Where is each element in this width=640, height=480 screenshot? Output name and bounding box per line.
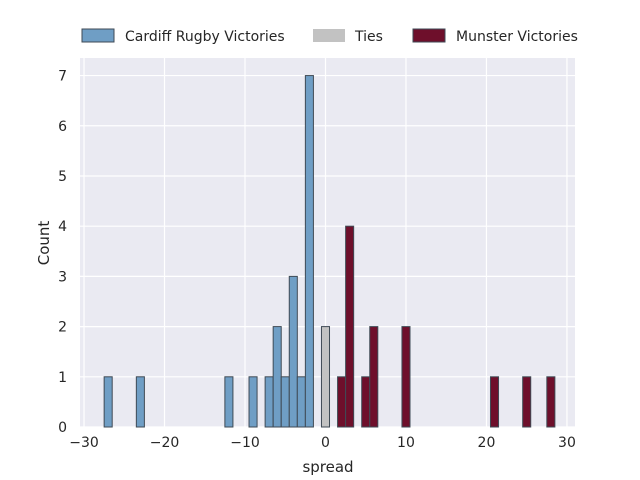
histogram-bar — [135, 376, 145, 428]
histogram-bar — [369, 326, 379, 428]
y-tick-label: 3 — [58, 269, 67, 285]
histogram-bar — [288, 275, 298, 428]
y-tick-label: 6 — [58, 119, 67, 135]
histogram-bar — [248, 376, 258, 428]
x-tick-labels: −30 −20 −10 0 10 20 30 — [69, 435, 576, 451]
y-tick-labels: 0 1 2 3 4 5 6 7 — [58, 69, 67, 436]
y-tick-label: 4 — [58, 219, 67, 235]
y-tick-label: 5 — [58, 169, 67, 185]
histogram-bar — [296, 376, 306, 428]
y-tick-label: 1 — [58, 370, 67, 386]
y-tick-label: 0 — [58, 420, 67, 436]
histogram-bar — [337, 376, 347, 428]
histogram-bar — [361, 376, 371, 428]
histogram-bar — [320, 326, 331, 428]
x-axis-label: spread — [302, 458, 353, 476]
y-axis-label: Count — [35, 221, 53, 266]
x-tick-label: 30 — [558, 435, 576, 451]
histogram-bars — [103, 75, 556, 428]
histogram-bar — [103, 376, 113, 428]
x-tick-label: 20 — [478, 435, 496, 451]
histogram-bar — [264, 376, 274, 428]
histogram-bar — [401, 326, 411, 428]
histogram-bar — [345, 225, 355, 428]
histogram-bar — [546, 376, 556, 428]
histogram-bar — [489, 376, 500, 428]
legend-swatch — [412, 28, 446, 43]
legend-label: Ties — [354, 29, 383, 45]
histogram-bar — [224, 376, 234, 428]
legend-label: Munster Victories — [456, 29, 578, 45]
histogram-bar — [522, 376, 532, 428]
x-tick-label: 10 — [397, 435, 415, 451]
x-tick-label: −30 — [69, 435, 99, 451]
legend-swatch — [313, 29, 345, 42]
y-tick-label: 7 — [58, 69, 67, 85]
legend-swatch — [81, 28, 115, 43]
legend: Cardiff Rugby Victories Ties Munster Victo… — [81, 28, 578, 45]
y-tick-label: 2 — [58, 320, 67, 336]
histogram-bar — [280, 376, 290, 428]
x-tick-label: 0 — [321, 435, 330, 451]
x-tick-label: −20 — [150, 435, 180, 451]
x-tick-label: −10 — [230, 435, 260, 451]
histogram-bar — [272, 326, 282, 428]
histogram-bar — [304, 75, 314, 428]
legend-label: Cardiff Rugby Victories — [125, 29, 285, 45]
